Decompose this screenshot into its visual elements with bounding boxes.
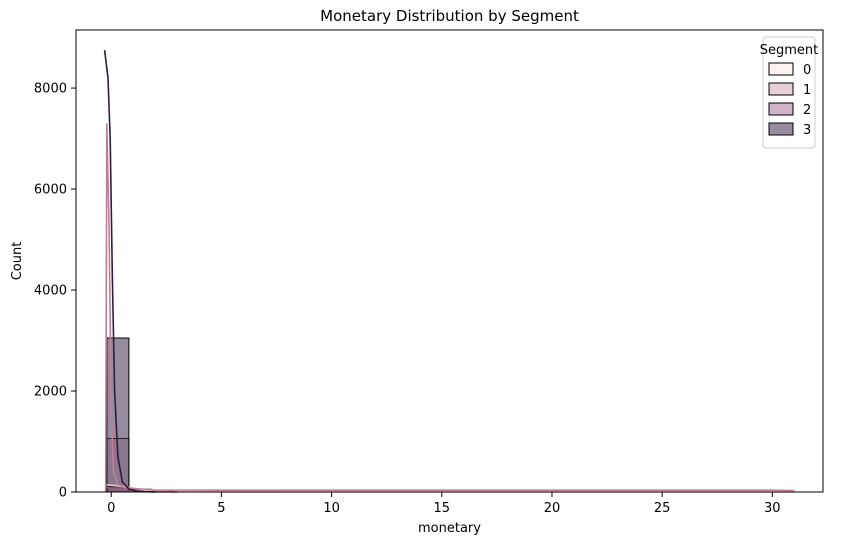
y-axis-label: Count bbox=[10, 242, 25, 281]
kde-line-segment-1 bbox=[104, 123, 795, 493]
legend-label-2: 2 bbox=[803, 103, 811, 118]
legend-swatch-3 bbox=[768, 122, 794, 136]
chart-title: Monetary Distribution by Segment bbox=[320, 7, 579, 25]
legend-items: 0 1 2 3 bbox=[768, 62, 811, 138]
y-tick-label: 8000 bbox=[34, 82, 67, 97]
legend-label-0: 0 bbox=[803, 63, 811, 78]
bars-layer bbox=[106, 337, 795, 493]
x-tick-label: 10 bbox=[323, 501, 340, 516]
x-tick-label: 30 bbox=[764, 501, 781, 516]
legend-swatch-2 bbox=[768, 102, 794, 116]
x-tick-label: 15 bbox=[434, 501, 451, 516]
kde-line-segment-3 bbox=[103, 50, 156, 493]
y-axis-ticks: 0 2000 4000 6000 8000 bbox=[34, 82, 76, 501]
kde-layer bbox=[103, 50, 795, 493]
legend: Segment 0 1 2 3 bbox=[760, 36, 819, 149]
x-tick-label: 0 bbox=[107, 501, 115, 516]
x-tick-label: 25 bbox=[654, 501, 671, 516]
plot-frame bbox=[75, 29, 824, 493]
y-tick-label: 2000 bbox=[34, 385, 67, 400]
y-tick-label: 0 bbox=[59, 486, 67, 501]
x-tick-label: 20 bbox=[544, 501, 561, 516]
y-tick-label: 4000 bbox=[34, 284, 67, 299]
legend-swatch-1 bbox=[768, 82, 794, 96]
x-axis-label: monetary bbox=[418, 521, 481, 536]
legend-title: Segment bbox=[760, 43, 819, 58]
legend-label-3: 3 bbox=[803, 123, 811, 138]
legend-swatch-0 bbox=[768, 62, 794, 76]
y-tick-label: 6000 bbox=[34, 183, 67, 198]
legend-label-1: 1 bbox=[803, 83, 811, 98]
x-axis-ticks: 0 5 10 15 20 25 30 bbox=[107, 492, 781, 516]
x-tick-label: 5 bbox=[217, 501, 225, 516]
